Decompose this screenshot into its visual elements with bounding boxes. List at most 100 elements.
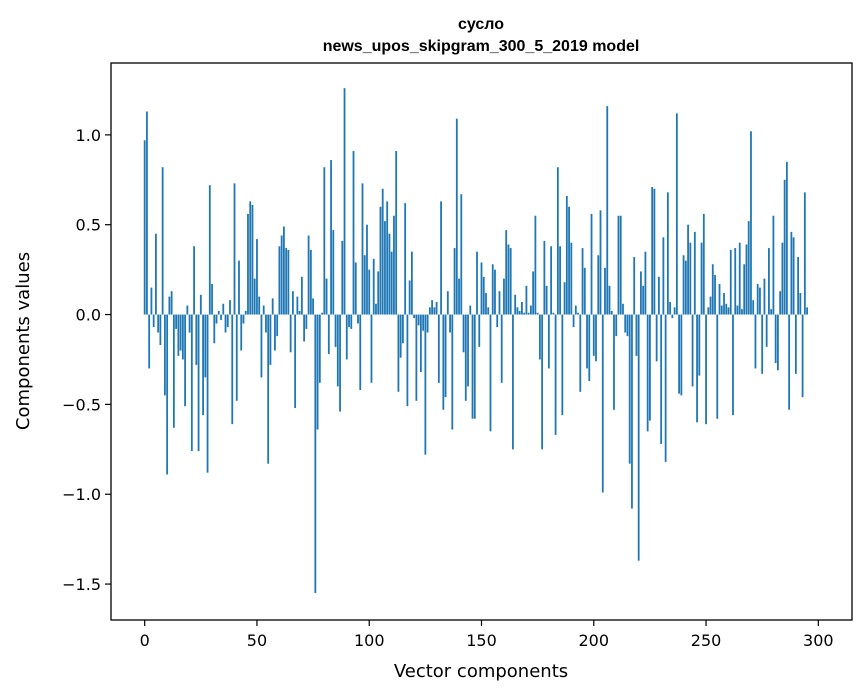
- bar: [294, 314, 297, 408]
- bar: [269, 314, 272, 365]
- bar: [752, 300, 755, 315]
- bar: [799, 292, 802, 315]
- bar: [637, 314, 640, 561]
- bar: [754, 314, 757, 369]
- bar: [377, 271, 380, 315]
- bar: [271, 298, 274, 315]
- bar: [473, 314, 476, 419]
- bar: [330, 160, 332, 315]
- bar: [188, 314, 191, 333]
- bar: [559, 246, 561, 315]
- bar: [680, 314, 683, 396]
- bar: [348, 314, 350, 328]
- bar: [253, 278, 256, 315]
- bar: [195, 314, 198, 365]
- bar: [455, 118, 458, 315]
- bar: [460, 194, 463, 315]
- x-axis-label: Vector components: [394, 661, 568, 682]
- bar: [687, 224, 689, 315]
- bar: [696, 314, 698, 423]
- bar: [179, 314, 182, 351]
- bar: [177, 314, 180, 356]
- bar: [781, 242, 784, 315]
- bar: [613, 314, 615, 410]
- bar: [547, 314, 550, 369]
- bar: [617, 215, 620, 315]
- bar: [413, 314, 416, 319]
- bar: [343, 88, 346, 315]
- bar: [402, 314, 404, 344]
- bar: [673, 307, 676, 315]
- bar: [359, 314, 362, 391]
- bar: [536, 312, 539, 315]
- bar: [451, 314, 454, 430]
- bar: [437, 314, 440, 383]
- bar: [765, 314, 768, 347]
- y-tick-label: −1.0: [62, 485, 101, 504]
- bar: [516, 307, 519, 315]
- bar: [707, 307, 710, 315]
- bar: [550, 246, 553, 315]
- x-axis-ticks: 0 50 100 150 200 250 300: [140, 620, 834, 650]
- bar: [278, 246, 281, 315]
- bar: [199, 294, 202, 315]
- bar: [494, 269, 496, 315]
- bar: [689, 242, 692, 315]
- bar: [370, 314, 373, 383]
- bar: [622, 303, 624, 315]
- bar: [222, 303, 225, 315]
- bar: [485, 292, 487, 315]
- bar: [631, 314, 633, 509]
- bar: [709, 296, 712, 315]
- bar: [790, 231, 793, 315]
- bar: [763, 278, 766, 315]
- bar: [496, 314, 499, 328]
- bar: [525, 285, 528, 315]
- bar: [747, 221, 750, 315]
- bar: [655, 314, 658, 362]
- bar: [745, 244, 748, 315]
- bar: [197, 314, 200, 452]
- bar: [777, 314, 779, 371]
- bar: [453, 248, 456, 315]
- bar: [691, 314, 694, 387]
- bar: [514, 294, 517, 315]
- bar: [372, 258, 375, 315]
- plot-frame: [110, 62, 853, 621]
- bar: [797, 257, 800, 315]
- bar: [287, 249, 290, 315]
- bar: [206, 314, 209, 473]
- bar: [397, 314, 400, 392]
- bar: [660, 314, 663, 444]
- x-tick-label: 250: [691, 631, 722, 650]
- bar: [498, 291, 501, 315]
- bar: [478, 314, 481, 347]
- bar: [303, 314, 306, 342]
- bar: [467, 314, 469, 387]
- x-tick-label: 150: [466, 631, 497, 650]
- bar: [325, 278, 328, 315]
- bar: [321, 312, 323, 315]
- bar: [743, 264, 746, 315]
- bar: [693, 231, 696, 315]
- bar: [530, 305, 532, 315]
- bar: [471, 314, 474, 419]
- bar: [541, 314, 544, 450]
- y-axis-ticks: −1.5 −1.0 −0.5 0.0 0.5 1.0: [62, 126, 111, 594]
- bar: [682, 255, 685, 315]
- bar: [458, 278, 460, 315]
- bar: [366, 224, 368, 315]
- bar: [783, 179, 786, 315]
- bar: [792, 237, 795, 315]
- bar: [640, 271, 642, 315]
- bar: [581, 248, 584, 315]
- bar: [500, 314, 503, 383]
- bar: [431, 300, 433, 315]
- bar: [586, 314, 588, 369]
- bar: [190, 314, 193, 452]
- bar: [610, 310, 613, 315]
- bar: [384, 221, 386, 315]
- bar: [590, 213, 593, 315]
- bar: [399, 314, 402, 358]
- bar: [289, 314, 292, 353]
